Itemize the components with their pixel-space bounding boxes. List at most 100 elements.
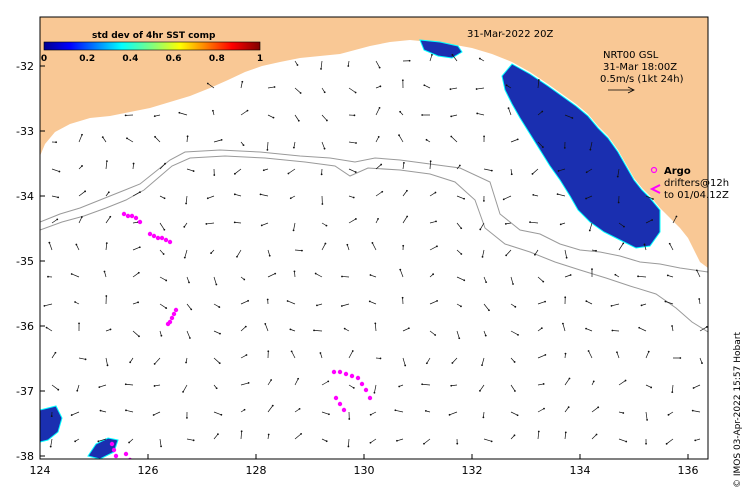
argo-position-dot xyxy=(121,211,127,217)
current-vector xyxy=(618,438,627,442)
current-vector xyxy=(564,432,567,440)
current-vector xyxy=(429,192,436,197)
current-vector xyxy=(105,243,108,251)
current-vector-head xyxy=(137,301,139,304)
current-vector-head xyxy=(675,215,678,218)
current-vector-head xyxy=(293,270,296,273)
current-vector-head xyxy=(557,170,560,172)
current-vector-head xyxy=(624,379,627,382)
x-tick-label: 128 xyxy=(246,464,267,477)
current-vector-head xyxy=(374,322,377,325)
current-vector xyxy=(537,301,546,305)
current-vector-head xyxy=(399,110,402,113)
x-tick-label: 136 xyxy=(678,464,699,477)
current-vector-head xyxy=(638,326,641,329)
current-vector xyxy=(321,114,328,121)
current-vector xyxy=(240,110,248,116)
current-vector xyxy=(591,407,599,413)
current-vector-head xyxy=(81,165,83,167)
current-vector-head xyxy=(266,148,269,151)
current-vector-head xyxy=(313,329,315,332)
current-vector-head xyxy=(324,242,327,245)
current-vector xyxy=(503,195,512,200)
current-vector xyxy=(132,191,141,197)
current-vector-head xyxy=(692,387,695,389)
current-vector-head xyxy=(399,268,402,271)
current-vector-head xyxy=(592,380,595,383)
current-vector xyxy=(315,273,323,278)
current-vector-head xyxy=(369,441,372,444)
current-vector xyxy=(132,246,140,251)
current-vector-head xyxy=(185,361,187,364)
current-vector-head xyxy=(585,300,588,303)
current-vector xyxy=(510,384,516,392)
isobath-slope xyxy=(40,155,708,333)
colorbar-gradient xyxy=(43,41,261,51)
argo-legend-range: to 01/04.12Z xyxy=(664,190,729,201)
current-vector-head xyxy=(219,332,221,335)
current-vector-head xyxy=(423,84,426,87)
current-vector xyxy=(348,87,356,93)
current-vector-head xyxy=(205,223,208,225)
current-vector xyxy=(186,438,194,441)
current-vector xyxy=(477,113,485,116)
current-vector-head xyxy=(705,326,708,328)
current-vector-head xyxy=(323,91,326,94)
current-vector-head xyxy=(666,274,669,277)
current-vector-head xyxy=(163,228,166,231)
current-vector-head xyxy=(262,169,265,172)
x-tick-label: 132 xyxy=(462,464,483,477)
current-vector xyxy=(132,272,139,278)
x-tick-label: 134 xyxy=(570,464,591,477)
current-vector-head xyxy=(514,390,516,392)
current-vector-head xyxy=(623,225,625,228)
current-vector-head xyxy=(381,190,384,193)
current-vector xyxy=(105,216,111,224)
current-vector-head xyxy=(57,388,60,391)
isobath-shelf xyxy=(40,149,708,273)
argo-position-dot xyxy=(167,239,173,245)
current-vector-head xyxy=(611,329,614,332)
current-vector xyxy=(537,111,543,116)
colorbar-tick-label: 0.4 xyxy=(122,54,138,64)
current-vector-head xyxy=(351,350,354,352)
current-vector xyxy=(618,222,625,227)
current-vector-head xyxy=(183,225,186,228)
current-vector-head xyxy=(591,268,593,271)
current-vector-head xyxy=(537,79,540,81)
current-vector-head xyxy=(424,409,427,412)
current-vector-head xyxy=(271,404,274,407)
current-vector xyxy=(293,222,296,231)
current-vector-head xyxy=(212,109,214,112)
current-vector-head xyxy=(402,162,405,164)
current-vector-head xyxy=(192,170,195,172)
current-vector xyxy=(71,411,80,416)
land-mass xyxy=(40,17,708,268)
current-vector xyxy=(234,168,242,175)
current-vector xyxy=(508,108,512,116)
argo-drifter-tracks xyxy=(109,211,373,459)
current-vector xyxy=(76,384,80,391)
current-vector xyxy=(452,54,458,62)
current-vector-head xyxy=(514,305,517,308)
current-vector-head xyxy=(186,416,188,419)
current-legend-scale: 0.5m/s (1kt 24h) xyxy=(600,74,684,85)
current-vector-head xyxy=(105,295,108,297)
current-vector-head xyxy=(460,253,463,255)
current-vector-head xyxy=(585,327,587,330)
current-vector-head xyxy=(192,439,195,442)
current-vector xyxy=(398,135,404,143)
current-vector xyxy=(667,275,674,278)
current-vector xyxy=(287,300,296,305)
current-vector xyxy=(293,141,296,148)
current-vector xyxy=(294,408,300,413)
current-vector-head xyxy=(458,337,461,340)
x-tick-label: 124 xyxy=(30,464,51,477)
current-vector xyxy=(153,411,161,416)
argo-legend-title: Argo xyxy=(664,166,691,177)
current-vector-head xyxy=(617,201,620,204)
current-vector-head xyxy=(260,224,263,227)
current-vector-head xyxy=(407,327,410,330)
current-vector xyxy=(537,276,544,282)
